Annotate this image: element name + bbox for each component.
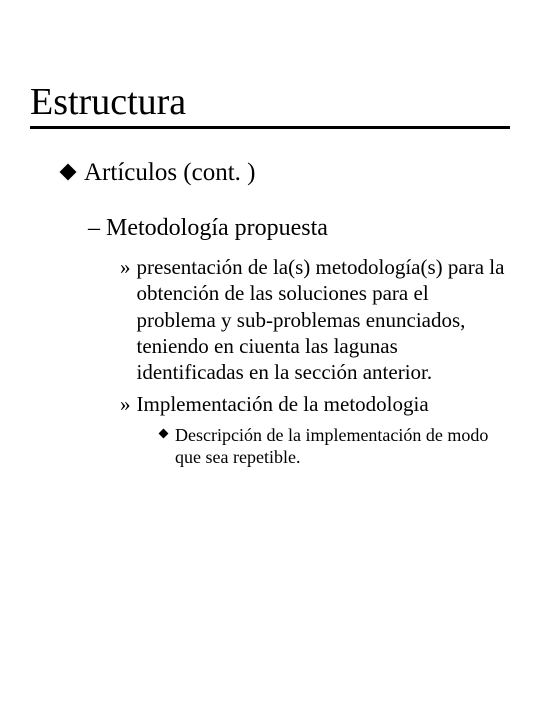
level3-text-1: Implementación de la metodologia: [137, 391, 511, 417]
level3-text-0: presentación de la(s) metodología(s) par…: [137, 254, 511, 385]
level1-text: Artículos (cont. ): [84, 159, 255, 187]
bullet-level4: Descripción de la implementación de modo…: [160, 424, 510, 469]
diamond-icon: [60, 164, 77, 181]
level2-text: Metodología propuesta: [106, 215, 328, 241]
small-diamond-icon: [159, 428, 169, 438]
guillemet-icon: »: [120, 254, 131, 385]
level4-text: Descripción de la implementación de modo…: [175, 424, 510, 469]
bullet-level3: » presentación de la(s) metodología(s) p…: [120, 254, 510, 385]
guillemet-icon: »: [120, 391, 131, 417]
bullet-level2: – Metodología propuesta: [88, 215, 510, 242]
bullet-level1: Artículos (cont. ): [62, 159, 510, 187]
bullet-level3: » Implementación de la metodologia: [120, 391, 510, 417]
slide-title: Estructura: [30, 80, 510, 129]
dash-icon: –: [88, 215, 100, 241]
